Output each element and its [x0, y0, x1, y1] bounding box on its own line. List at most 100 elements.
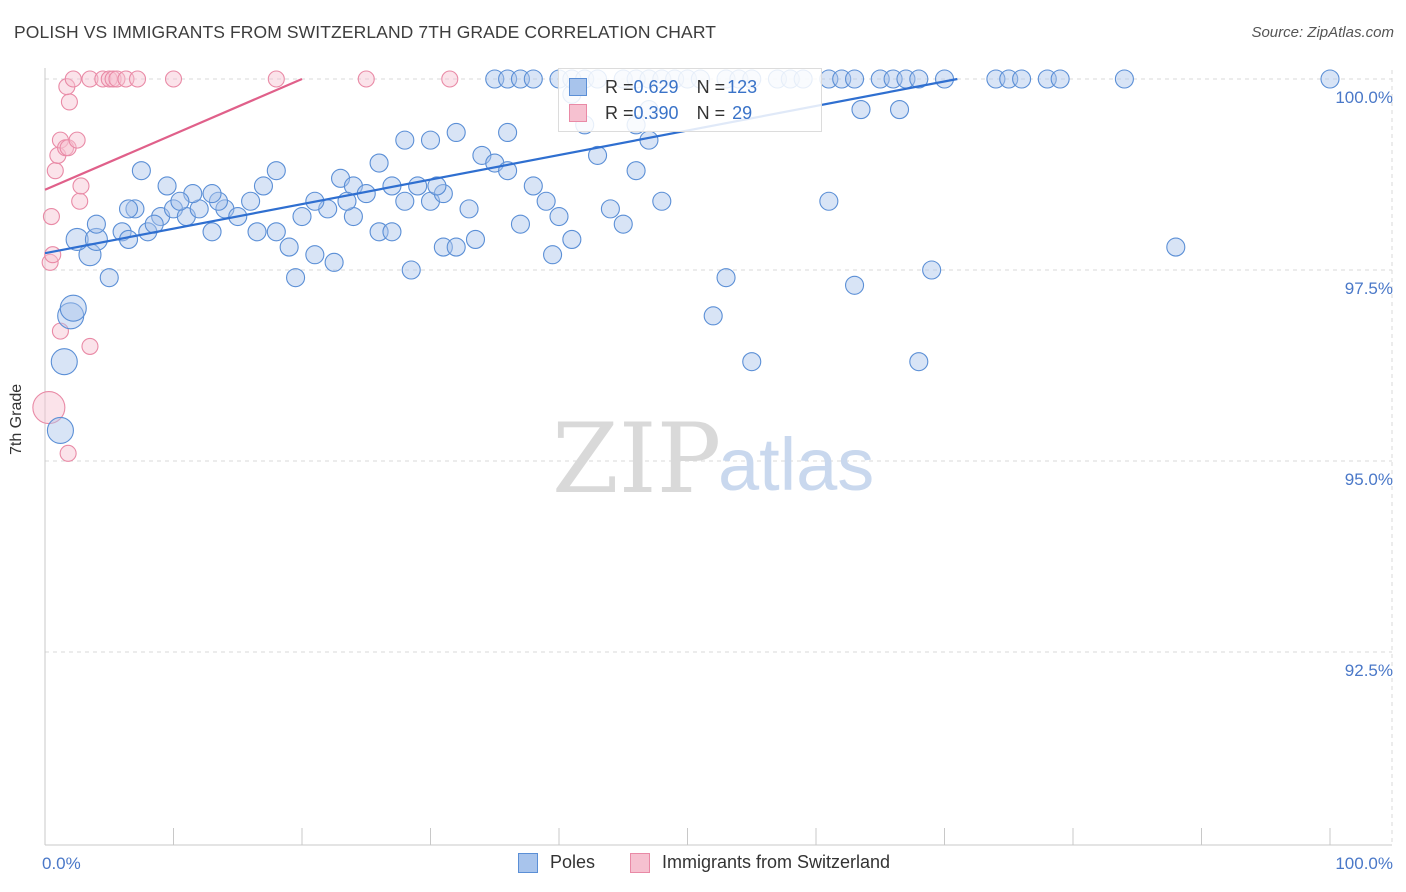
poles-point-67 [819, 191, 839, 211]
swiss-point-19 [94, 70, 112, 88]
x-tick-label-1: 100.0% [1335, 854, 1393, 873]
poles-point-7 [99, 268, 119, 288]
poles-point-15 [202, 222, 222, 242]
swiss-n-value: 29 [727, 102, 753, 123]
poles-point-77 [433, 184, 453, 204]
poles-point-60 [324, 252, 344, 272]
poles-legend-swatch [518, 852, 538, 873]
swiss-point-5 [44, 246, 62, 264]
watermark-atlas: atlas [718, 423, 874, 506]
gridlines [45, 70, 1393, 845]
swiss-point-26 [267, 70, 285, 88]
poles-point-85 [170, 191, 190, 211]
poles-points [46, 69, 1340, 444]
poles-point-58 [247, 222, 267, 242]
poles-point-121 [1320, 69, 1340, 89]
tick-labels: 92.5% 95.0% 97.5% 100.0% 0.0% 100.0% [42, 88, 1393, 873]
poles-point-64 [703, 306, 723, 326]
poles-point-21 [279, 237, 299, 257]
swiss-point-1 [59, 444, 77, 462]
poles-point-52 [420, 130, 441, 150]
legend-item-poles[interactable]: Poles [518, 852, 595, 873]
poles-point-29 [382, 222, 402, 242]
swiss-point-22 [108, 70, 126, 88]
poles-point-23 [305, 245, 325, 265]
poles-point-57 [208, 191, 229, 211]
swiss-point-23 [117, 70, 135, 88]
poles-r-value: 0.629 [633, 76, 679, 97]
poles-point-124 [369, 153, 389, 173]
swiss-point-3 [81, 337, 99, 355]
poles-point-122 [851, 100, 871, 120]
swiss-point-24 [128, 70, 147, 88]
swiss-r-label: R = [605, 102, 634, 123]
poles-point-22 [292, 206, 312, 227]
legend-row-swiss: R = 0.390 N = 29 [569, 101, 752, 125]
poles-point-5 [59, 294, 87, 322]
swiss-swatch [569, 104, 587, 122]
poles-point-73 [266, 161, 286, 181]
poles-point-19 [253, 176, 274, 196]
poles-point-51 [395, 130, 415, 150]
poles-point-42 [549, 206, 569, 227]
poles-point-20 [266, 222, 286, 242]
poles-n-label: N = [696, 76, 726, 97]
swiss-n-label: N = [696, 102, 726, 123]
y-tick-label-2: 97.5% [1345, 279, 1393, 298]
swiss-point-6 [42, 207, 60, 226]
swiss-point-21 [104, 70, 122, 88]
y-tick-label-3: 100.0% [1335, 88, 1393, 107]
swiss-point-27 [357, 70, 375, 88]
y-tick-label-0: 92.5% [1345, 661, 1393, 680]
poles-point-123 [889, 100, 910, 120]
poles-point-45 [587, 145, 608, 165]
y-tick-label-1: 95.0% [1345, 470, 1393, 489]
poles-point-71 [1166, 237, 1186, 257]
swiss-point-17 [64, 70, 82, 88]
swiss-point-25 [164, 70, 183, 88]
poles-legend-label: Poles [550, 852, 596, 872]
poles-point-41 [536, 191, 556, 211]
watermark: ZIP atlas [552, 403, 874, 515]
swiss-trend-line [44, 77, 303, 191]
poles-point-53 [446, 122, 466, 143]
poles-point-65 [716, 268, 736, 288]
poles-swatch [569, 78, 587, 96]
poles-point-3 [50, 348, 78, 376]
poles-point-31 [408, 176, 428, 196]
poles-point-68 [844, 275, 865, 295]
poles-point-125 [427, 176, 447, 196]
poles-point-80 [626, 161, 646, 181]
poles-point-61 [401, 260, 421, 280]
poles-point-54 [131, 161, 151, 181]
poles-point-46 [600, 199, 620, 219]
poles-point-82 [86, 214, 106, 234]
poles-point-63 [543, 245, 563, 265]
swiss-point-15 [60, 93, 78, 111]
swiss-point-18 [81, 70, 99, 88]
swiss-point-9 [46, 162, 64, 180]
source-label: Source: ZipAtlas.com [1251, 24, 1394, 41]
poles-point-109 [844, 69, 865, 89]
poles-point-66 [742, 352, 762, 372]
poles-point-34 [446, 237, 466, 257]
poles-point-50 [652, 191, 672, 211]
poles-point-72 [202, 184, 222, 204]
poles-n-value: 123 [727, 76, 758, 97]
poles-point-59 [286, 268, 306, 288]
swiss-legend-swatch [630, 852, 650, 873]
swiss-points [32, 70, 459, 462]
poles-point-2 [46, 416, 74, 444]
poles-point-18 [241, 191, 261, 211]
legend-item-swiss[interactable]: Immigrants from Switzerland [630, 852, 890, 873]
watermark-zip: ZIP [552, 403, 721, 515]
poles-point-113 [909, 69, 929, 89]
poles-point-117 [1012, 69, 1032, 89]
axes [44, 68, 1392, 846]
swiss-point-14 [68, 131, 86, 149]
swiss-r-value: 0.390 [633, 102, 679, 123]
swiss-point-7 [71, 192, 89, 210]
poles-point-83 [118, 199, 139, 219]
poles-point-62 [465, 229, 486, 249]
